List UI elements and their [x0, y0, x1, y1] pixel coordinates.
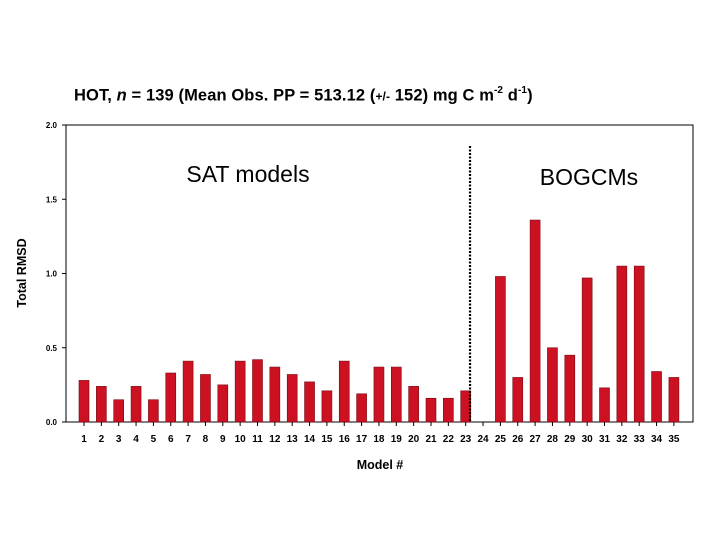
x-tick-label: 4	[133, 434, 139, 445]
x-tick-label: 6	[168, 434, 174, 445]
bar-model-34	[651, 371, 662, 423]
x-tick-label: 32	[616, 434, 628, 445]
x-tick-label: 2	[99, 434, 105, 445]
x-tick-label: 29	[564, 434, 576, 445]
x-tick-label: 8	[203, 434, 209, 445]
bar-model-25	[495, 276, 506, 423]
x-tick-label: 18	[373, 434, 385, 445]
bar-model-11	[252, 359, 263, 423]
bar-model-1	[78, 380, 90, 423]
x-tick-label: 20	[408, 434, 420, 445]
y-tick-label: 0.5	[46, 344, 58, 353]
x-tick-label: 24	[477, 434, 489, 445]
x-tick-label: 1	[81, 434, 87, 445]
x-tick-label: 3	[116, 434, 122, 445]
bar-model-31	[599, 387, 610, 423]
x-tick-label: 15	[321, 434, 333, 445]
x-tick-label: 27	[530, 434, 542, 445]
x-tick-label: 30	[582, 434, 594, 445]
bar-model-32	[616, 265, 628, 423]
x-tick-label: 7	[185, 434, 191, 445]
bar-model-3	[113, 399, 124, 423]
bar-model-4	[130, 386, 142, 423]
x-axis: 1 2 3 4 5 6 7 8 9 10 11 12 13 14 15 16 17 18 19 20 21 22 23 24 2…	[81, 422, 680, 445]
x-tick-label: 22	[443, 434, 455, 445]
x-tick-label: 19	[391, 434, 403, 445]
bar-model-33	[633, 265, 645, 423]
bar-series	[78, 219, 680, 423]
bar-model-10	[234, 360, 246, 423]
x-tick-label: 10	[235, 434, 247, 445]
y-axis: 0.0 0.5 1.0 1.5 2.0	[46, 121, 66, 427]
bar-model-26	[512, 377, 524, 423]
x-tick-label: 23	[460, 434, 472, 445]
y-tick-label: 0.0	[46, 418, 58, 427]
y-axis-label: Total RMSD	[15, 238, 29, 307]
x-tick-label: 16	[339, 434, 351, 445]
bar-model-13	[286, 374, 298, 423]
bar-model-5	[148, 399, 159, 423]
bar-model-22	[443, 397, 454, 423]
bar-model-21	[425, 397, 437, 423]
x-tick-label: 35	[668, 434, 680, 445]
annotation-sat-models: SAT models	[186, 161, 309, 187]
x-tick-label: 14	[304, 434, 316, 445]
bar-model-18	[373, 366, 385, 423]
bar-model-35	[668, 377, 680, 423]
annotation-bogcms: BOGCMs	[540, 164, 638, 190]
bar-model-16	[338, 360, 350, 423]
bar-model-9	[217, 384, 229, 423]
x-tick-label: 17	[356, 434, 368, 445]
bar-model-6	[165, 372, 177, 423]
x-tick-label: 13	[287, 434, 299, 445]
bar-model-2	[96, 386, 107, 423]
bar-model-29	[564, 354, 576, 423]
x-tick-label: 21	[425, 434, 437, 445]
x-tick-label: 34	[651, 434, 663, 445]
bar-model-12	[269, 366, 281, 423]
y-tick-label: 1.5	[46, 195, 58, 204]
x-tick-label: 25	[495, 434, 507, 445]
x-tick-label: 33	[634, 434, 646, 445]
x-tick-label: 26	[512, 434, 524, 445]
bar-model-27	[529, 219, 541, 423]
x-axis-label: Model #	[357, 458, 404, 472]
x-tick-label: 28	[547, 434, 559, 445]
bar-model-30	[581, 277, 593, 423]
y-tick-label: 1.0	[46, 270, 58, 279]
x-tick-label: 5	[151, 434, 157, 445]
bar-model-28	[547, 347, 558, 423]
bar-model-8	[200, 374, 211, 423]
x-tick-label: 9	[220, 434, 226, 445]
bar-model-15	[321, 390, 333, 423]
x-tick-label: 11	[252, 434, 263, 445]
bar-model-19	[390, 366, 402, 423]
chart-title: HOT, n = 139 (Mean Obs. PP = 513.12 (+/-…	[74, 85, 533, 105]
bar-model-17	[356, 393, 367, 423]
x-tick-label: 31	[599, 434, 611, 445]
bar-model-7	[182, 360, 194, 423]
x-tick-label: 12	[269, 434, 281, 445]
bar-model-20	[408, 386, 419, 423]
bar-model-14	[304, 381, 315, 423]
y-tick-label: 2.0	[46, 121, 58, 130]
